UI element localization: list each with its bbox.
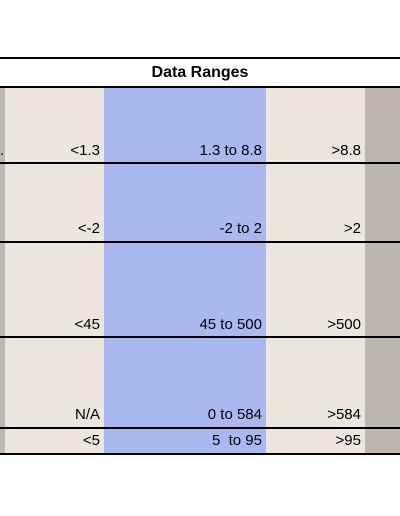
row-divider [0,162,400,164]
row-1-high: >8.8 [331,142,361,159]
high-range-column [266,88,365,454]
left-edge-column [0,88,5,454]
row-3-high: >500 [327,316,361,333]
row-1-mid: 1.3 to 8.8 [199,142,262,159]
row-4-low: N/A [74,406,100,423]
row-divider [0,241,400,243]
row-3-mid: 45 to 500 [199,316,262,333]
row-divider [0,336,400,338]
row-2-mid: -2 to 2 [219,220,262,237]
row-3-low: <45 [74,316,100,333]
row-5-low: <5 [82,432,100,449]
mid-range-column [104,88,266,454]
right-side-column [365,88,400,454]
low-range-column [5,88,104,454]
row-2-low: <-2 [77,220,100,237]
row-1-low: <1.3 [70,142,100,159]
row-2-high: >2 [343,220,361,237]
row-1-edge-text: . [0,142,5,159]
row-5-mid: 5 to 95 [211,432,262,449]
row-4-high: >584 [327,406,361,423]
row-divider [0,453,400,455]
row-4-mid: 0 to 584 [207,406,262,423]
row-5-high: >95 [335,432,361,449]
row-divider [0,427,400,429]
table-title: Data Ranges [0,57,400,88]
